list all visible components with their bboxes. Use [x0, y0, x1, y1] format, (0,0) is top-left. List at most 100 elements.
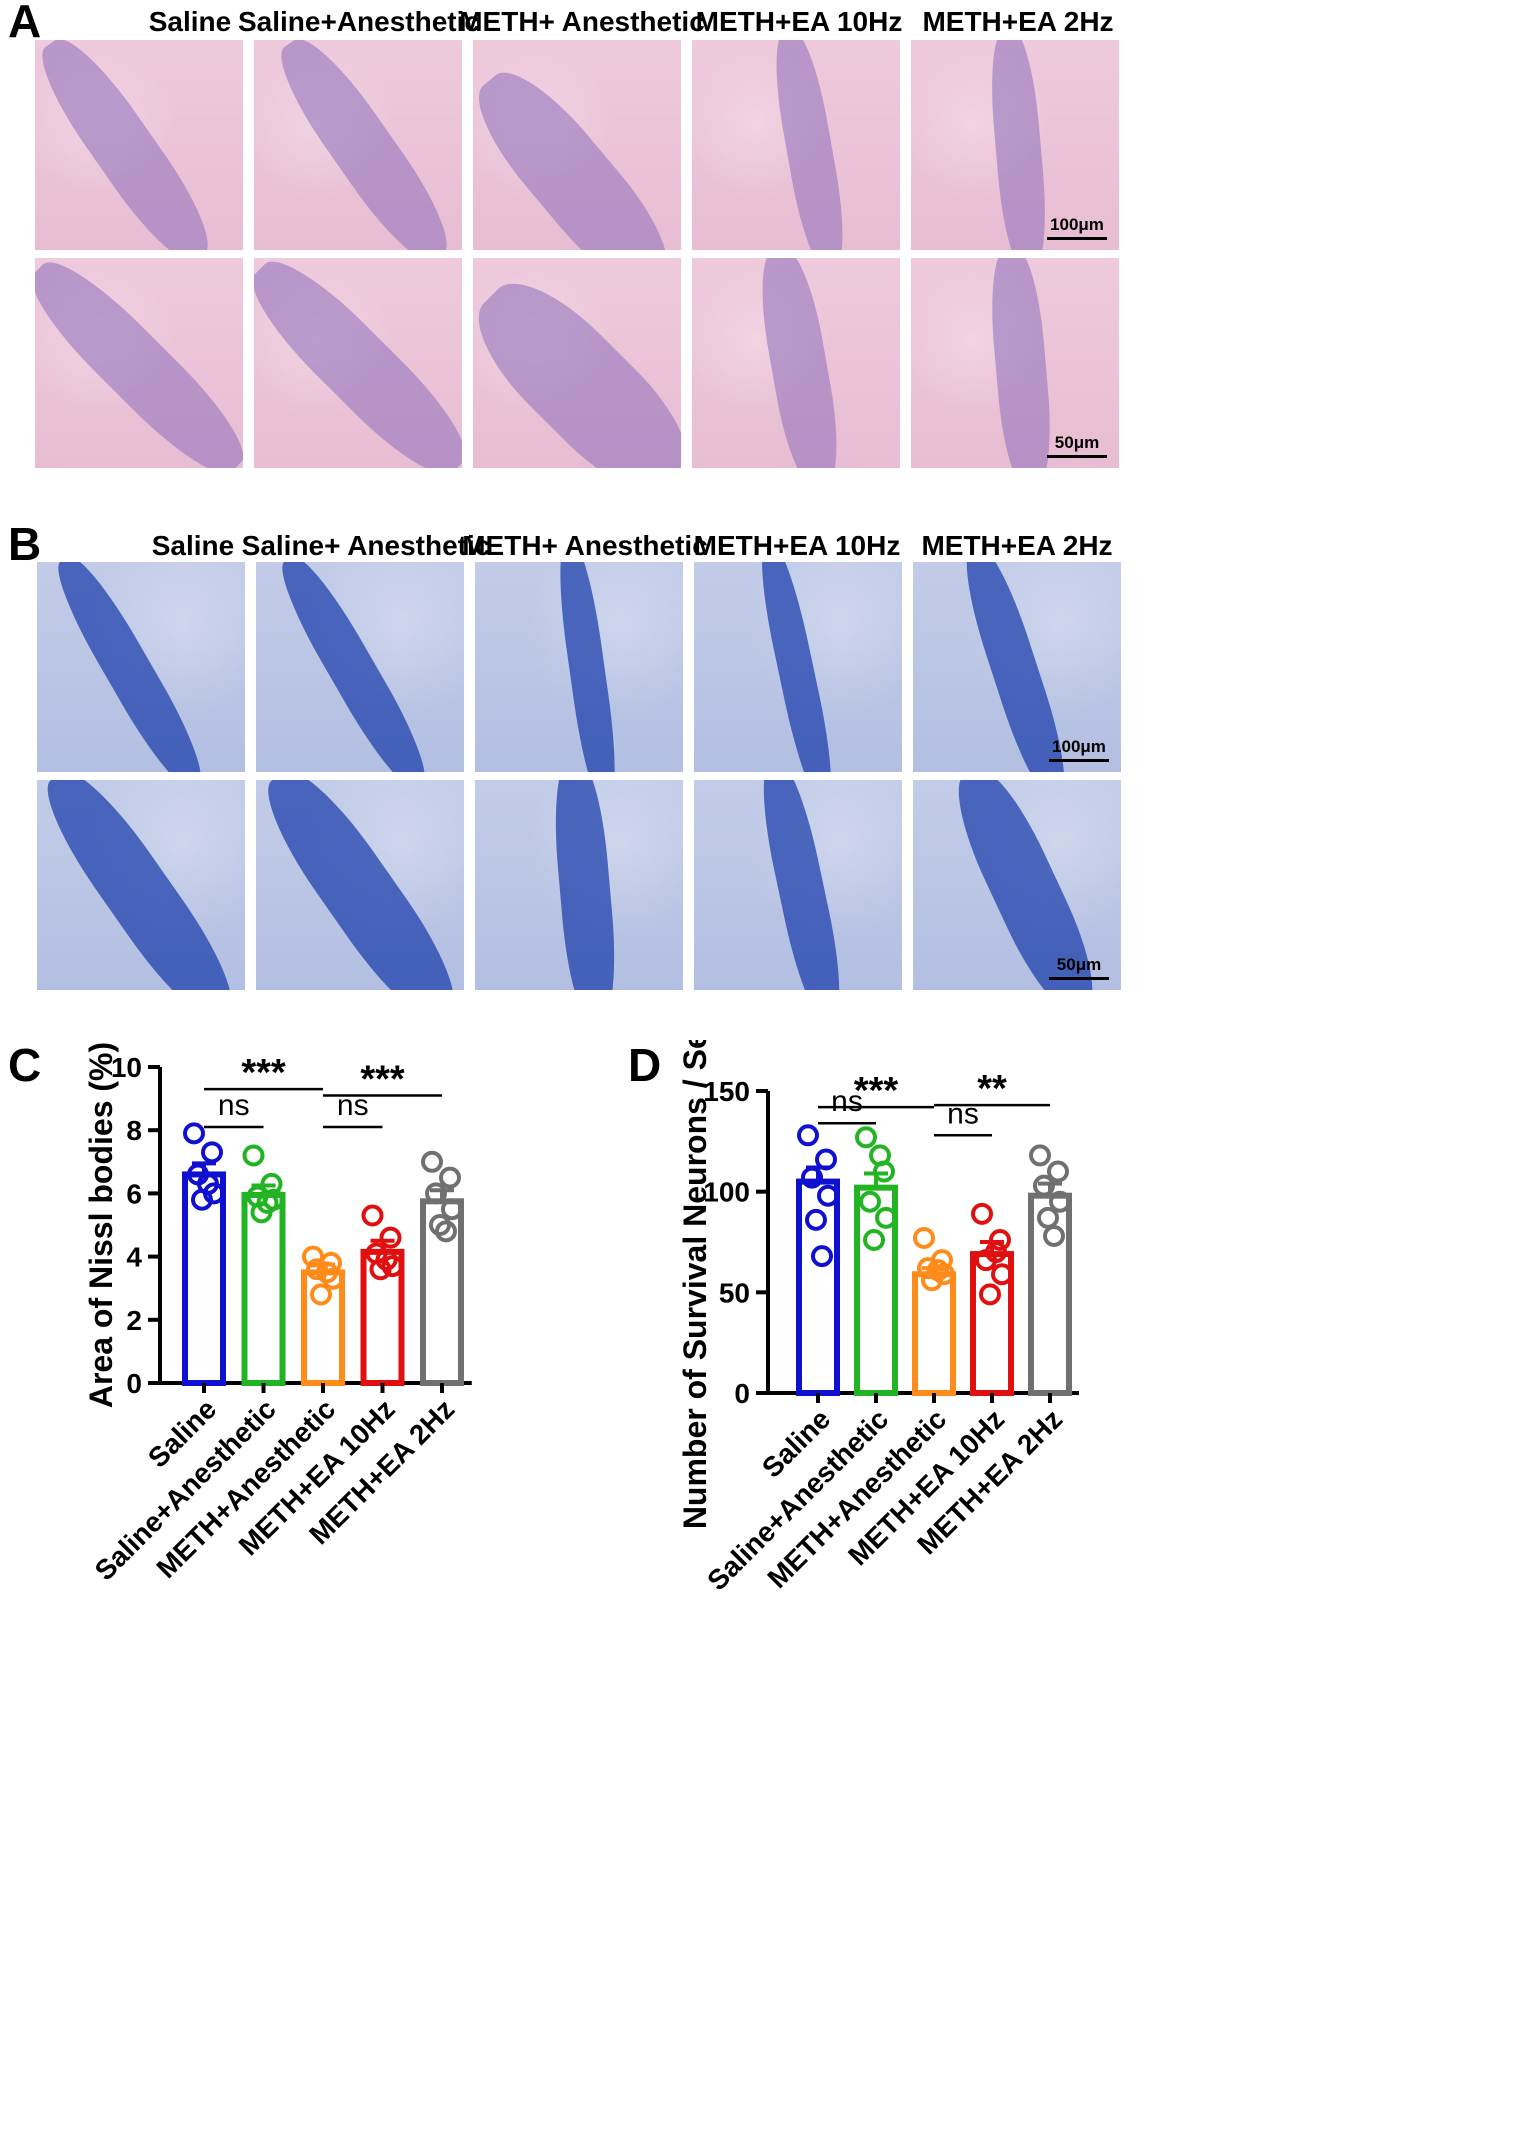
y-axis-label: Area of Nissl bodies (%) [83, 1042, 119, 1408]
data-point [322, 1267, 344, 1290]
scale-bar-b-top: 100μm [1049, 737, 1109, 762]
nissl-micrograph-saline-anesthetic-low [256, 562, 464, 772]
data-point [306, 1258, 328, 1281]
data-point [991, 1263, 1013, 1286]
data-point [242, 1144, 265, 1167]
y-tick-label: 50 [719, 1277, 750, 1308]
panel-c-letter: C [8, 1039, 42, 1091]
panel-a-letter: A [8, 0, 42, 47]
panel-a-title-4: METH+EA 10Hz [695, 6, 903, 37]
data-point [863, 1228, 885, 1251]
he-micrograph-meth-anesthetic-low [473, 40, 681, 250]
data-point [859, 1190, 881, 1213]
data-point [1029, 1144, 1051, 1167]
data-point [989, 1228, 1011, 1251]
data-point [379, 1226, 402, 1249]
he-micrograph-meth-ea10-high [692, 258, 900, 468]
significance-label: ns [218, 1089, 250, 1122]
data-point [316, 1261, 338, 1284]
data-point [985, 1241, 1007, 1264]
significance-label: *** [854, 1070, 899, 1112]
data-point [811, 1245, 833, 1268]
bar [182, 1171, 226, 1386]
data-point [361, 1204, 384, 1227]
data-point [875, 1206, 897, 1229]
significance-label: *** [241, 1052, 286, 1094]
panel-b-title-2: Saline+ Anesthetic [241, 530, 491, 561]
he-micrograph-meth-ea2-low: 100μm [911, 40, 1119, 250]
nissl-micrograph-meth-ea10-low [694, 562, 902, 772]
nissl-micrograph-saline-anesthetic-high [256, 780, 464, 990]
bar [360, 1248, 405, 1386]
y-tick-label: 8 [126, 1115, 142, 1146]
bar [241, 1191, 286, 1386]
data-point [310, 1283, 332, 1306]
data-point [913, 1226, 935, 1249]
data-point [375, 1248, 398, 1271]
y-tick-label: 100 [703, 1177, 750, 1208]
significance-label: ** [977, 1068, 1007, 1110]
data-point [201, 1141, 223, 1164]
he-micrograph-meth-ea10-low [692, 40, 900, 250]
data-point [1037, 1206, 1059, 1229]
he-micrograph-meth-anesthetic-high [473, 258, 681, 468]
bar [796, 1178, 840, 1396]
data-point [197, 1172, 219, 1195]
data-point [421, 1150, 443, 1173]
y-tick-label: 0 [734, 1378, 750, 1409]
scale-bar-b-bottom: 50μm [1049, 955, 1109, 980]
panel-b-letter: B [8, 518, 42, 570]
data-point [797, 1124, 819, 1147]
significance-label: ns [947, 1097, 979, 1130]
data-point [429, 1214, 451, 1236]
he-micrograph-saline-anesthetic-low [254, 40, 462, 250]
panel-b-title-4: METH+EA 10Hz [693, 530, 901, 561]
significance-label: ns [831, 1085, 863, 1118]
data-point [815, 1148, 837, 1171]
bar [912, 1271, 956, 1396]
y-tick-label: 0 [126, 1368, 142, 1399]
data-point [1049, 1190, 1071, 1213]
he-micrograph-saline-low [35, 40, 243, 250]
nissl-micrograph-meth-anesthetic-low [475, 562, 683, 772]
data-point [855, 1126, 877, 1149]
data-point [927, 1259, 949, 1282]
data-point [971, 1202, 993, 1225]
nissl-micrograph-meth-ea2-high: 50μm [913, 780, 1121, 990]
y-tick-label: 2 [126, 1305, 142, 1336]
nissl-micrograph-meth-ea2-low: 100μm [913, 562, 1121, 772]
data-point [435, 1220, 457, 1243]
data-point [1047, 1160, 1069, 1183]
panel-b-title-5: METH+EA 2Hz [921, 530, 1113, 561]
data-point [817, 1184, 839, 1207]
nissl-micrograph-meth-anesthetic-high [475, 780, 683, 990]
panel-b-title-3: METH+ Anesthetic [462, 530, 708, 561]
panel-a-title-3: METH+ Anesthetic [459, 6, 705, 37]
data-point [805, 1208, 827, 1231]
y-tick-label: 4 [126, 1242, 142, 1273]
nissl-micrograph-saline-low [37, 562, 245, 772]
data-point [1033, 1174, 1055, 1197]
data-point [425, 1182, 447, 1205]
nissl-micrograph-meth-ea10-high [694, 780, 902, 990]
panel-a-title-5: METH+EA 2Hz [922, 6, 1114, 37]
data-point [439, 1166, 461, 1189]
he-micrograph-saline-high [35, 258, 243, 468]
he-micrograph-meth-ea2-high: 50μm [911, 258, 1119, 468]
y-tick-label: 10 [111, 1052, 142, 1083]
data-point [183, 1122, 205, 1145]
data-point [801, 1166, 823, 1189]
data-point [256, 1191, 279, 1214]
data-point [381, 1255, 404, 1278]
panel-b-title-1: Saline [151, 530, 235, 561]
y-tick-label: 6 [126, 1178, 142, 1209]
significance-label: *** [360, 1058, 405, 1100]
panel-a-title-1: Saline [148, 6, 232, 37]
y-tick-label: 150 [703, 1076, 750, 1107]
y-axis-label: Number of Survival Neurons / Section [677, 1040, 713, 1529]
data-point [869, 1144, 891, 1167]
panel-d-letter: D [628, 1039, 662, 1091]
data-point [979, 1283, 1001, 1306]
panel-a-title-2: Saline+Anesthetic [238, 6, 480, 37]
